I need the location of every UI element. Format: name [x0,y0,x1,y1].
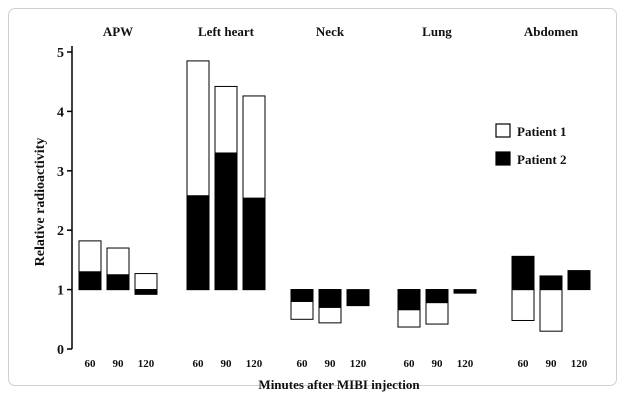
legend-swatch-patient-1 [495,123,511,138]
group-label: APW [103,24,133,39]
x-tick-label: 90 [113,358,125,370]
x-tick-label: 90 [546,358,558,370]
y-axis-title: Relative radioactivity [33,138,48,267]
bar-patient-2 [290,289,314,302]
x-tick-label: 120 [571,358,588,370]
bar-patient-1 [539,289,563,332]
bar-patient-2 [78,271,102,291]
bar-patient-2 [214,152,238,291]
bar-patient-2 [397,289,421,311]
x-tick-label: 60 [85,358,97,370]
group-label: Lung [422,24,452,39]
group-label: Neck [316,24,345,39]
bar-patient-2 [567,270,591,291]
x-tick-label: 60 [404,358,416,370]
x-tick-label: 60 [297,358,309,370]
y-tick-label: 0 [57,343,64,358]
bar-patient-1 [511,289,535,321]
group-label: Abdomen [524,24,579,39]
bar-patient-2 [242,197,266,291]
group-label: Left heart [198,24,255,39]
bar-patient-2 [134,289,158,295]
chart-frame [8,8,617,386]
x-axis-title: Minutes after MIBI injection [258,377,420,392]
bar-patient-2 [346,289,370,307]
bar-patient-2 [106,274,130,291]
bar-patient-1 [134,273,158,291]
x-tick-label: 120 [457,358,474,370]
legend-swatch-patient-2 [495,151,511,166]
y-tick-label: 1 [57,284,64,299]
bar-patient-2 [318,289,342,308]
bar-patient-2 [425,289,449,304]
x-tick-label: 60 [518,358,530,370]
y-tick-label: 4 [57,105,64,120]
x-tick-label: 60 [193,358,205,370]
legend-label-patient-1: Patient 1 [517,124,566,139]
x-tick-label: 120 [246,358,263,370]
bar-patient-2 [453,289,477,294]
y-tick-label: 2 [57,224,64,239]
y-tick-label: 5 [57,46,64,61]
bar-patient-2 [511,255,535,291]
x-tick-label: 90 [432,358,444,370]
x-tick-label: 90 [221,358,233,370]
x-tick-label: 90 [325,358,337,370]
bar-patient-2 [539,275,563,291]
bar-patient-2 [186,195,210,291]
y-tick-label: 3 [57,165,64,180]
x-tick-label: 120 [138,358,155,370]
legend-label-patient-2: Patient 2 [517,152,566,167]
x-tick-label: 120 [350,358,367,370]
